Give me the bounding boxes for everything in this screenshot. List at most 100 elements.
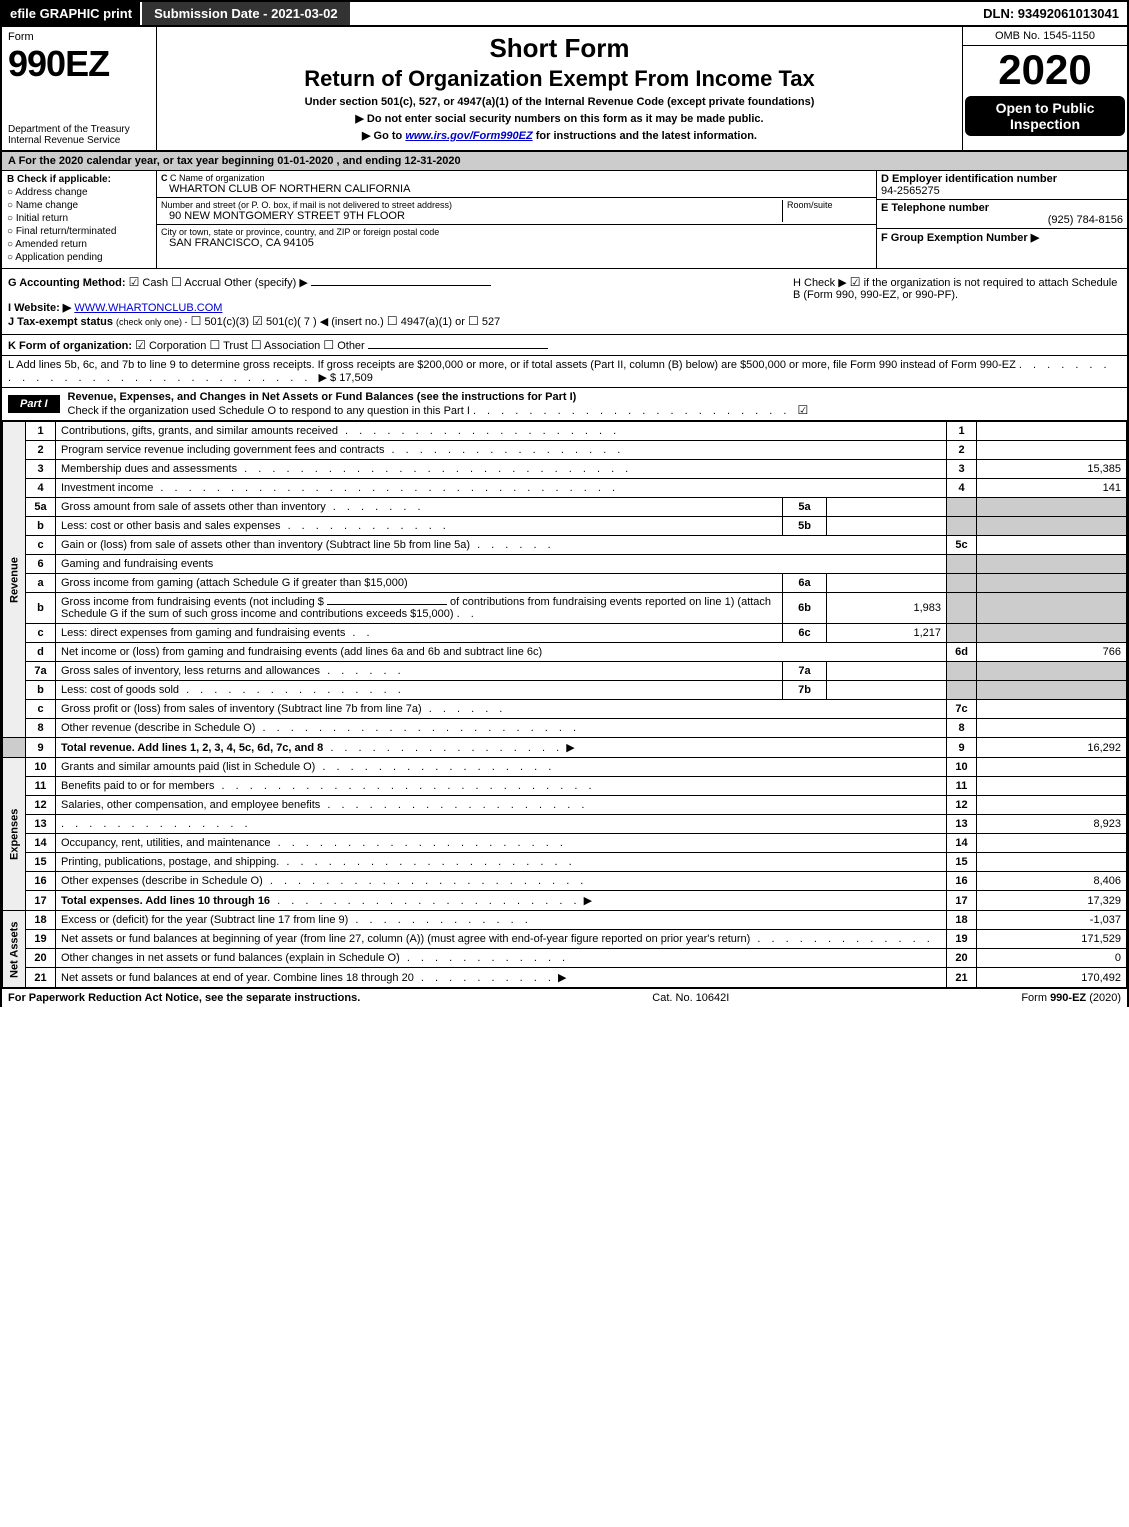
l1-rn: 1 [947, 422, 977, 441]
chk-association[interactable] [251, 340, 262, 352]
chk-trust[interactable] [209, 340, 220, 352]
line-a: A For the 2020 calendar year, or tax yea… [0, 152, 1129, 171]
chk-accrual[interactable] [171, 277, 182, 289]
footer-center: Cat. No. 10642I [652, 992, 729, 1004]
l6b-field[interactable] [327, 604, 447, 605]
g-other-field[interactable] [311, 285, 491, 286]
l7b-shade2 [977, 681, 1127, 700]
chk-corporation[interactable] [135, 340, 146, 352]
k-other-field[interactable] [368, 348, 548, 349]
l6c-in: 6c [783, 624, 827, 643]
l6d-val: 766 [977, 643, 1127, 662]
topbar-spacer [350, 2, 976, 25]
chk-final-return[interactable]: Final return/terminated [7, 226, 151, 237]
l9-rn: 9 [947, 738, 977, 758]
form-number: 990EZ [8, 43, 109, 84]
return-title: Return of Organization Exempt From Incom… [165, 66, 954, 92]
l7b-shade1 [947, 681, 977, 700]
l18-val: -1,037 [977, 911, 1127, 930]
l7b-iv [827, 681, 947, 700]
l7a-iv [827, 662, 947, 681]
l21-rn: 21 [947, 968, 977, 988]
l16-rn: 16 [947, 872, 977, 891]
l5b-text: Less: cost or other basis and sales expe… [61, 520, 281, 532]
chk-initial-return[interactable]: Initial return [7, 213, 151, 224]
l21-arrow: ▶ [558, 972, 566, 984]
website-link[interactable]: WWW.WHARTONCLUB.COM [74, 302, 222, 314]
l9-rot-spacer [3, 738, 26, 758]
l6-shade2 [977, 555, 1127, 574]
l20-text: Other changes in net assets or fund bala… [61, 952, 400, 964]
footer-right: Form 990-EZ (2020) [1021, 992, 1121, 1004]
l11-num: 11 [26, 777, 56, 796]
line-11: 11 Benefits paid to or for members . . .… [3, 777, 1127, 796]
line-6a: a Gross income from gaming (attach Sched… [3, 574, 1127, 593]
omb-number: OMB No. 1545-1150 [963, 27, 1127, 46]
chk-application-pending[interactable]: Application pending [7, 252, 151, 263]
l5b-iv [827, 517, 947, 536]
chk-name-change[interactable]: Name change [7, 200, 151, 211]
line-21: 21 Net assets or fund balances at end of… [3, 968, 1127, 988]
l17-val: 17,329 [977, 891, 1127, 911]
l5a-num: 5a [26, 498, 56, 517]
l4-rn: 4 [947, 479, 977, 498]
l6c-shade2 [977, 624, 1127, 643]
line-19: 19 Net assets or fund balances at beginn… [3, 930, 1127, 949]
l7a-num: 7a [26, 662, 56, 681]
chk-cash[interactable] [129, 277, 140, 289]
chk-amended-return[interactable]: Amended return [7, 239, 151, 250]
l7c-val [977, 700, 1127, 719]
l6a-num: a [26, 574, 56, 593]
chk-address-change[interactable]: Address change [7, 187, 151, 198]
l7a-shade2 [977, 662, 1127, 681]
l6a-in: 6a [783, 574, 827, 593]
irs-link[interactable]: www.irs.gov/Form990EZ [405, 130, 532, 142]
section-h: H Check ▶ if the organization is not req… [787, 269, 1127, 334]
chk-501c[interactable] [252, 316, 263, 328]
l3-num: 3 [26, 460, 56, 479]
line-3: 3 Membership dues and assessments . . . … [3, 460, 1127, 479]
l15-text: Printing, publications, postage, and shi… [61, 856, 279, 868]
part-i-badge: Part I [8, 395, 60, 413]
l4-text: Investment income [61, 482, 153, 494]
j-o4: 527 [482, 316, 500, 328]
l19-text: Net assets or fund balances at beginning… [61, 933, 750, 945]
part-i-check-text: Check if the organization used Schedule … [68, 405, 470, 417]
chk-schedule-b[interactable] [850, 277, 861, 289]
header-right: OMB No. 1545-1150 2020 Open to Public In… [962, 27, 1127, 150]
l7c-text: Gross profit or (loss) from sales of inv… [61, 703, 422, 715]
l16-num: 16 [26, 872, 56, 891]
tax-year: 2020 [963, 46, 1127, 94]
l15-num: 15 [26, 853, 56, 872]
l16-val: 8,406 [977, 872, 1127, 891]
section-c: C C Name of organization WHARTON CLUB OF… [157, 171, 877, 268]
l10-val [977, 758, 1127, 777]
street-label: Number and street (or P. O. box, if mail… [161, 200, 782, 210]
l15-rn: 15 [947, 853, 977, 872]
l2-val [977, 441, 1127, 460]
entity-info: B Check if applicable: Address change Na… [0, 171, 1129, 269]
chk-4947[interactable] [387, 316, 398, 328]
line-5c: c Gain or (loss) from sale of assets oth… [3, 536, 1127, 555]
chk-schedule-o[interactable] [798, 405, 809, 417]
l11-val [977, 777, 1127, 796]
l1-val [977, 422, 1127, 441]
l8-text: Other revenue (describe in Schedule O) [61, 722, 255, 734]
l2-rn: 2 [947, 441, 977, 460]
l11-rn: 11 [947, 777, 977, 796]
line-9: 9 Total revenue. Add lines 1, 2, 3, 4, 5… [3, 738, 1127, 758]
l5c-text: Gain or (loss) from sale of assets other… [61, 539, 470, 551]
chk-501c3[interactable] [191, 316, 202, 328]
chk-527[interactable] [468, 316, 479, 328]
revenue-section-label: Revenue [3, 422, 26, 738]
l17-rn: 17 [947, 891, 977, 911]
line-7b: b Less: cost of goods sold . . . . . . .… [3, 681, 1127, 700]
j-label: J Tax-exempt status [8, 316, 113, 328]
l-value: $ 17,509 [330, 372, 373, 384]
irs-label: Internal Revenue Service [8, 135, 120, 146]
l7b-num: b [26, 681, 56, 700]
l5c-val [977, 536, 1127, 555]
chk-k-other[interactable] [323, 340, 334, 352]
line-1: Revenue 1 Contributions, gifts, grants, … [3, 422, 1127, 441]
line-17: 17 Total expenses. Add lines 10 through … [3, 891, 1127, 911]
